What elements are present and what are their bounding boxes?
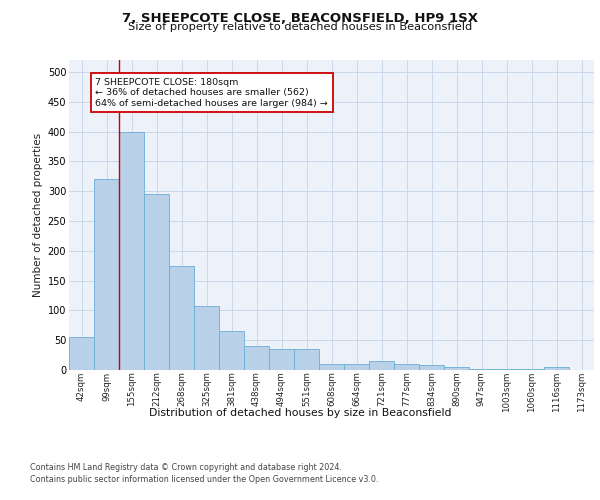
Bar (194, 306, 219, 370)
Bar (169, 266, 194, 370)
Bar (269, 348, 294, 370)
Bar (244, 346, 269, 370)
Bar (219, 331, 244, 370)
Text: 7 SHEEPCOTE CLOSE: 180sqm
← 36% of detached houses are smaller (562)
64% of semi: 7 SHEEPCOTE CLOSE: 180sqm ← 36% of detac… (95, 78, 328, 108)
Text: Contains HM Land Registry data © Crown copyright and database right 2024.: Contains HM Land Registry data © Crown c… (30, 462, 342, 471)
Bar (294, 348, 319, 370)
Y-axis label: Number of detached properties: Number of detached properties (34, 133, 43, 297)
Bar (344, 364, 369, 370)
Bar (544, 367, 569, 370)
Text: Size of property relative to detached houses in Beaconsfield: Size of property relative to detached ho… (128, 22, 472, 32)
Bar (69, 337, 94, 370)
Bar (444, 367, 469, 370)
Bar (419, 365, 444, 370)
Bar (144, 194, 169, 370)
Text: Distribution of detached houses by size in Beaconsfield: Distribution of detached houses by size … (149, 408, 451, 418)
Bar (119, 132, 144, 370)
Bar (94, 179, 119, 370)
Bar (369, 361, 394, 370)
Text: 7, SHEEPCOTE CLOSE, BEACONSFIELD, HP9 1SX: 7, SHEEPCOTE CLOSE, BEACONSFIELD, HP9 1S… (122, 12, 478, 26)
Text: Contains public sector information licensed under the Open Government Licence v3: Contains public sector information licen… (30, 475, 379, 484)
Bar (394, 364, 419, 370)
Bar (469, 369, 494, 370)
Bar (319, 364, 344, 370)
